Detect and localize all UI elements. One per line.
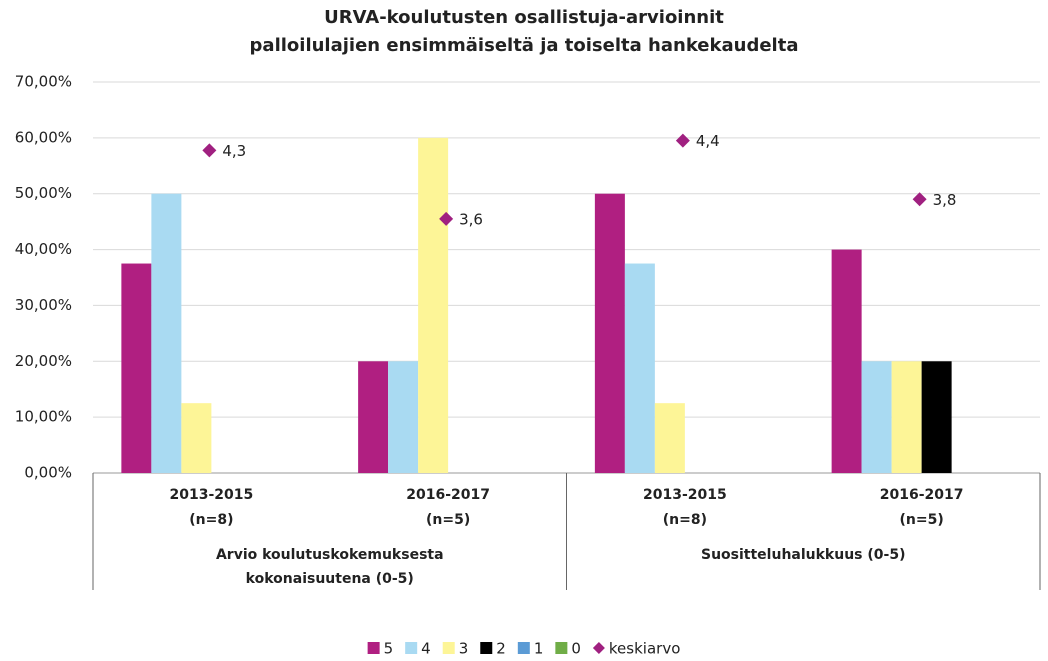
legend-label: 4 [421, 640, 431, 658]
legend-swatch [480, 642, 493, 654]
legend-marker [592, 642, 605, 654]
bar [861, 361, 892, 473]
mean-marker [912, 192, 927, 207]
y-tick-label: 0,00% [24, 464, 72, 482]
legend-swatch [367, 642, 380, 654]
x-tick-label: (n=5) [426, 512, 470, 528]
bar [891, 361, 922, 473]
bar [358, 361, 389, 473]
legend-swatch [442, 642, 455, 654]
data-label: 3,8 [933, 191, 957, 209]
x-tick-label: 2013-2015 [170, 487, 254, 503]
x-tick-label: (n=8) [189, 512, 233, 528]
bar [388, 361, 419, 473]
x-tick-label: 2013-2015 [643, 487, 727, 503]
data-label: 4,3 [222, 142, 246, 160]
data-label: 4,4 [696, 132, 720, 150]
x-tick-label: 2016-2017 [406, 487, 490, 503]
y-tick-label: 10,00% [15, 408, 72, 426]
y-tick-label: 50,00% [15, 184, 72, 202]
mean-marker [202, 143, 217, 158]
y-tick-label: 30,00% [15, 296, 72, 314]
bar [418, 137, 449, 473]
bar [654, 403, 685, 473]
legend-label: keskiarvo [609, 640, 680, 658]
legend-swatch [517, 642, 530, 654]
bar [121, 263, 152, 473]
legend: 5 4 3 2 1 0 keskiarvo [367, 640, 680, 658]
mean-marker [675, 133, 690, 148]
group-label: Arvio koulutuskokemuksesta [216, 547, 444, 563]
y-tick-label: 20,00% [15, 352, 72, 370]
chart-title: palloilulajien ensimmäiseltä ja toiselta… [250, 35, 799, 56]
x-tick-label: 2016-2017 [880, 487, 964, 503]
bar [624, 263, 655, 473]
mean-marker [439, 211, 454, 226]
legend-label: 2 [496, 640, 506, 658]
legend-label: 5 [384, 640, 394, 658]
legend-swatch [405, 642, 418, 654]
chart-title: URVA-koulutusten osallistuja-arvioinnit [324, 7, 724, 28]
x-tick-label: (n=5) [900, 512, 944, 528]
x-tick-label: (n=8) [663, 512, 707, 528]
bar [594, 193, 625, 473]
y-tick-label: 70,00% [15, 73, 72, 91]
group-label: kokonaisuutena (0-5) [246, 571, 414, 587]
legend-label: 0 [571, 640, 581, 658]
legend-label: 1 [534, 640, 544, 658]
data-label: 3,6 [459, 210, 483, 228]
legend-swatch [555, 642, 568, 654]
group-label: Suositteluhalukkuus (0-5) [701, 547, 905, 563]
bar [831, 249, 862, 473]
legend-label: 3 [459, 640, 469, 658]
y-tick-label: 40,00% [15, 240, 72, 258]
bar [921, 361, 952, 473]
y-tick-label: 60,00% [15, 128, 72, 146]
bar [151, 193, 182, 473]
bar [181, 403, 212, 473]
